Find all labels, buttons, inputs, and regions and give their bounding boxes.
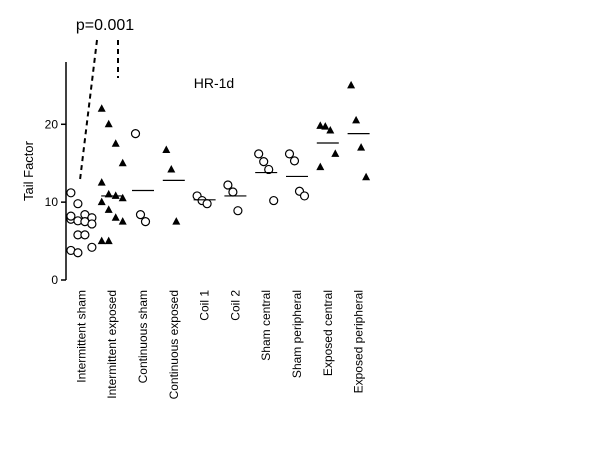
x-tick-label: Coil 2 [228,290,242,321]
annotation: p=0.001 [76,17,134,34]
chart-title: HR-1d [194,75,234,91]
data-point [97,104,106,112]
data-point [87,242,97,252]
data-point [357,143,366,151]
data-point [352,115,361,124]
y-axis-label: Tail Factor [21,140,36,201]
data-point [97,197,106,206]
data-point [223,180,233,190]
x-tick-label: Coil 1 [198,290,212,321]
data-point [321,122,330,130]
data-point [135,210,146,220]
data-point [289,156,300,166]
x-tick-label: Continuous exposed [167,290,181,399]
data-point [80,230,90,240]
x-tick-label: Continuous sham [136,290,150,383]
data-point [66,211,76,221]
data-point [254,149,264,159]
data-point [118,158,127,167]
data-point [111,139,120,147]
data-point [172,217,181,225]
data-point [347,80,356,89]
y-tick-label: 20 [45,117,59,131]
data-point [97,236,106,245]
data-point [233,206,243,216]
data-point [66,188,76,198]
data-point [97,178,106,186]
data-point [264,164,274,175]
x-tick-label: Sham peripheral [290,290,304,378]
data-point [87,219,97,229]
data-point [202,199,212,209]
x-tick-label: Exposed peripheral [352,290,366,393]
data-point [331,149,340,157]
data-point [228,187,238,197]
data-point [140,217,151,227]
x-tick-label: Sham central [259,290,273,361]
data-point [118,193,127,202]
data-point [162,145,171,153]
data-point [316,121,325,129]
y-tick-label: 10 [45,195,59,209]
data-point [73,248,83,258]
data-point [104,205,113,213]
data-point [104,119,113,128]
x-tick-label: Exposed central [321,290,335,376]
data-point [73,199,83,209]
data-point [111,191,120,199]
data-point [167,164,176,173]
data-point [284,149,295,159]
data-point [299,191,310,201]
data-point [111,213,120,221]
data-point [326,126,335,134]
data-point [362,172,371,181]
x-tick-label: Intermittent exposed [105,290,119,399]
data-point [269,195,279,206]
x-tick-label: Intermittent sham [74,290,88,383]
data-point [118,217,127,225]
data-point [130,129,141,139]
data-point [259,157,269,167]
annotation-line [79,39,98,181]
data-point [104,236,113,245]
y-tick-label: 0 [51,273,58,287]
data-point [316,162,325,171]
